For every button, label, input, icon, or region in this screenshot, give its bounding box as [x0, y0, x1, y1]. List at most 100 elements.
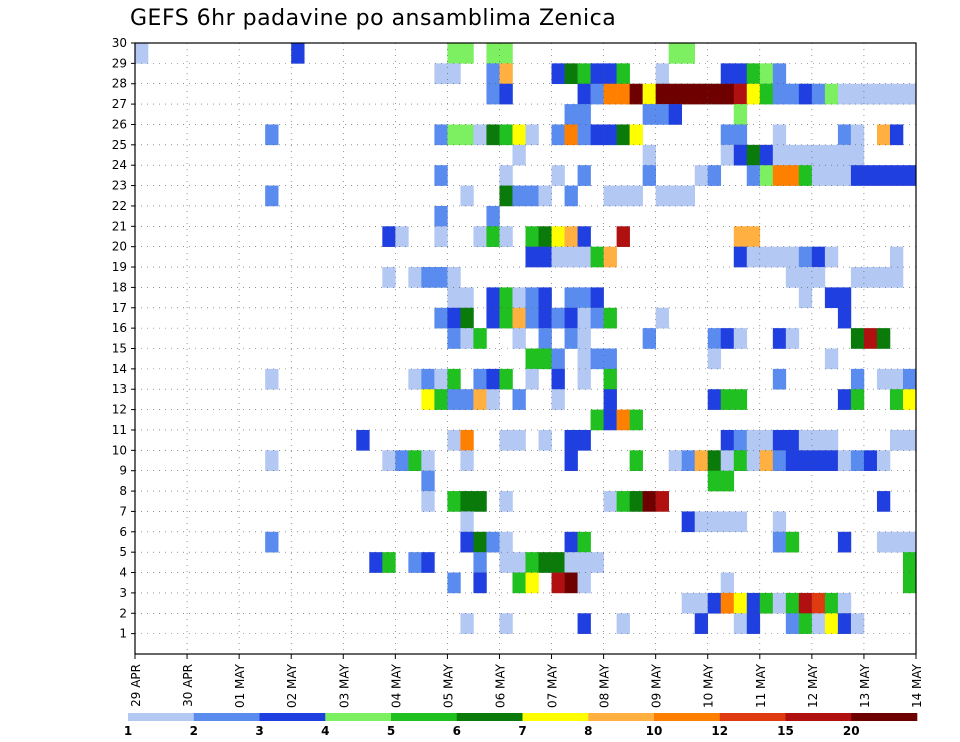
heatmap-cell: [733, 144, 748, 166]
heatmap-cell: [720, 328, 735, 349]
heatmap-cell: [876, 450, 891, 471]
heatmap-cell: [265, 124, 279, 146]
y-tick-label: 15: [112, 342, 127, 356]
y-tick-label: 25: [112, 138, 127, 152]
heatmap-cell: [889, 531, 904, 553]
heatmap-cell: [473, 368, 487, 390]
x-tick-label: 09 MAY: [650, 663, 664, 708]
heatmap-cell: [746, 429, 761, 451]
heatmap-cell: [577, 613, 591, 634]
heatmap-cell: [551, 572, 565, 594]
heatmap-cell: [889, 124, 904, 146]
heatmap-cell: [512, 572, 526, 594]
heatmap-cell: [733, 613, 748, 634]
heatmap-cell: [486, 389, 500, 410]
heatmap-cell: [694, 450, 709, 471]
heatmap-cell: [460, 491, 474, 512]
heatmap-cell: [291, 43, 305, 64]
heatmap-cell: [382, 226, 396, 247]
heatmap-cell: [473, 531, 487, 553]
heatmap-cell: [733, 429, 748, 451]
heatmap-cell: [850, 368, 865, 390]
heatmap-cell: [629, 450, 643, 471]
heatmap-cell: [720, 63, 735, 85]
heatmap-cell: [707, 511, 722, 533]
heatmap-cell: [577, 328, 591, 349]
heatmap-cell: [499, 368, 513, 390]
heatmap-cell: [720, 592, 735, 614]
heatmap-cell: [447, 43, 461, 64]
heatmap-cell: [837, 144, 852, 166]
heatmap-cell: [603, 63, 617, 85]
heatmap-cell: [460, 511, 474, 533]
legend-label: 7: [518, 724, 526, 738]
heatmap-cell: [772, 429, 787, 451]
heatmap-cell: [460, 450, 474, 471]
heatmap-cell: [876, 491, 891, 512]
heatmap-cell: [759, 429, 774, 451]
heatmap-cell: [746, 450, 761, 471]
heatmap-cell: [486, 43, 500, 64]
heatmap-cell: [733, 511, 748, 533]
legend-swatch: [851, 713, 918, 721]
heatmap-cell: [850, 144, 865, 166]
heatmap-cell: [447, 389, 461, 410]
heatmap-cell: [824, 450, 839, 471]
heatmap-cell: [564, 287, 578, 309]
heatmap-cell: [655, 63, 669, 85]
y-tick-label: 30: [112, 36, 127, 50]
x-tick-label: 05 MAY: [441, 663, 455, 708]
heatmap-cell: [564, 531, 578, 553]
legend-label: 4: [321, 724, 329, 738]
heatmap-cell: [421, 389, 435, 410]
heatmap-cell: [486, 226, 500, 247]
heatmap-cell: [733, 389, 748, 410]
heatmap-cell: [772, 165, 787, 186]
heatmap-cell: [681, 185, 696, 207]
heatmap-cell: [538, 552, 552, 573]
heatmap-cell: [525, 307, 539, 329]
heatmap-cell: [395, 450, 409, 471]
y-tick-label: 5: [119, 545, 127, 559]
heatmap-cell: [876, 165, 891, 186]
x-tick-label: 01 MAY: [233, 663, 247, 708]
heatmap-cell: [486, 63, 500, 85]
heatmap-cell: [733, 450, 748, 471]
heatmap-cell: [785, 267, 800, 288]
heatmap-cell: [265, 368, 279, 390]
heatmap-cell: [525, 124, 539, 146]
x-tick-label: 07 MAY: [546, 663, 560, 708]
heatmap-cell: [694, 613, 709, 634]
heatmap-cell: [603, 83, 617, 105]
heatmap-cell: [590, 83, 604, 105]
heatmap-cell: [512, 552, 526, 573]
heatmap-cell: [707, 470, 722, 492]
heatmap-cell: [733, 328, 748, 349]
heatmap-cell: [551, 348, 565, 370]
heatmap-cell: [434, 389, 448, 410]
heatmap-cell: [694, 165, 709, 186]
heatmap-cell: [863, 450, 878, 471]
heatmap-cell: [733, 124, 748, 146]
y-tick-label: 19: [112, 260, 127, 274]
heatmap-cell: [473, 389, 487, 410]
heatmap-cell: [733, 63, 748, 85]
heatmap-cell: [434, 205, 448, 227]
heatmap-cell: [265, 450, 279, 471]
y-tick-label: 16: [112, 321, 127, 335]
heatmap-cell: [850, 613, 865, 634]
heatmap-cell: [837, 83, 852, 105]
legend-swatch: [522, 713, 589, 721]
heatmap-cell: [876, 368, 891, 390]
heatmap-cell: [434, 368, 448, 390]
heatmap-cell: [460, 531, 474, 553]
heatmap-cell: [473, 124, 487, 146]
heatmap-cell: [603, 409, 617, 431]
heatmap-cell: [590, 246, 604, 268]
heatmap-cell: [772, 328, 787, 349]
heatmap-cell: [525, 226, 539, 247]
heatmap-cell: [889, 246, 904, 268]
heatmap-cell: [707, 389, 722, 410]
heatmap-cell: [577, 348, 591, 370]
y-tick-label: 7: [119, 504, 127, 518]
